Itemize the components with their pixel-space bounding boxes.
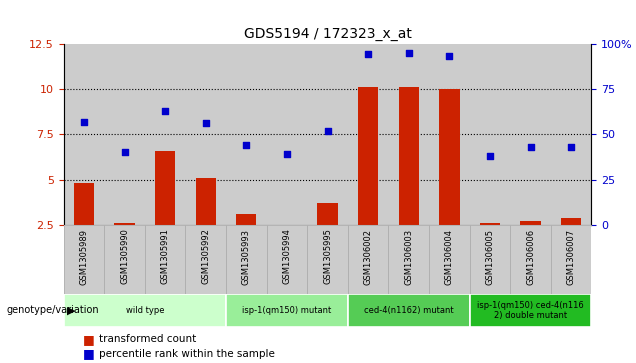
Bar [104, 225, 145, 294]
Bar [266, 225, 307, 294]
Point [566, 144, 576, 150]
Bar [429, 225, 469, 294]
Text: GSM1306003: GSM1306003 [404, 229, 413, 285]
Bar [551, 225, 591, 294]
Bar [469, 294, 591, 327]
Bar [317, 203, 338, 225]
Point [363, 52, 373, 57]
Text: GSM1305995: GSM1305995 [323, 229, 332, 284]
Bar [226, 294, 348, 327]
Text: GSM1306002: GSM1306002 [364, 229, 373, 285]
Point [79, 119, 89, 125]
Text: ▶: ▶ [67, 305, 75, 315]
Bar [520, 221, 541, 225]
Bar [358, 87, 378, 225]
Point [322, 128, 333, 134]
Text: GSM1305989: GSM1305989 [80, 229, 88, 285]
Bar [389, 225, 429, 294]
Text: GSM1306005: GSM1306005 [485, 229, 494, 285]
Bar [145, 225, 186, 294]
Bar [64, 294, 226, 327]
Point [445, 53, 455, 59]
Text: GSM1305992: GSM1305992 [201, 229, 211, 284]
Text: GSM1305994: GSM1305994 [282, 229, 291, 284]
Text: GSM1306006: GSM1306006 [526, 229, 535, 285]
Bar [64, 225, 591, 294]
Bar [480, 223, 500, 225]
Bar [226, 225, 266, 294]
Point [241, 142, 251, 148]
Bar [399, 87, 419, 225]
Bar [307, 225, 348, 294]
Bar [348, 225, 389, 294]
Text: transformed count: transformed count [99, 334, 196, 344]
Text: isp-1(qm150) mutant: isp-1(qm150) mutant [242, 306, 331, 315]
Title: GDS5194 / 172323_x_at: GDS5194 / 172323_x_at [244, 27, 411, 41]
Bar [510, 225, 551, 294]
Bar [236, 214, 256, 225]
Bar [114, 223, 135, 225]
Point [120, 150, 130, 155]
Bar [196, 178, 216, 225]
Bar [561, 218, 581, 225]
Text: GSM1305993: GSM1305993 [242, 229, 251, 285]
Point [525, 144, 536, 150]
Bar [155, 151, 176, 225]
Point [282, 151, 292, 157]
Text: ■: ■ [83, 347, 94, 360]
Text: genotype/variation: genotype/variation [6, 305, 99, 315]
Text: GSM1305991: GSM1305991 [161, 229, 170, 284]
Point [485, 153, 495, 159]
Text: GSM1306004: GSM1306004 [445, 229, 454, 285]
Bar [439, 89, 459, 225]
Bar [348, 294, 469, 327]
Bar [64, 225, 104, 294]
Text: ■: ■ [83, 333, 94, 346]
Text: percentile rank within the sample: percentile rank within the sample [99, 349, 275, 359]
Text: GSM1305990: GSM1305990 [120, 229, 129, 284]
Text: wild type: wild type [125, 306, 164, 315]
Text: ced-4(n1162) mutant: ced-4(n1162) mutant [364, 306, 453, 315]
Point [404, 50, 414, 56]
Point [200, 121, 211, 126]
Point [160, 108, 170, 114]
Bar [469, 225, 510, 294]
Text: isp-1(qm150) ced-4(n116
2) double mutant: isp-1(qm150) ced-4(n116 2) double mutant [477, 301, 584, 320]
Bar [74, 183, 94, 225]
Text: GSM1306007: GSM1306007 [567, 229, 576, 285]
Bar [186, 225, 226, 294]
